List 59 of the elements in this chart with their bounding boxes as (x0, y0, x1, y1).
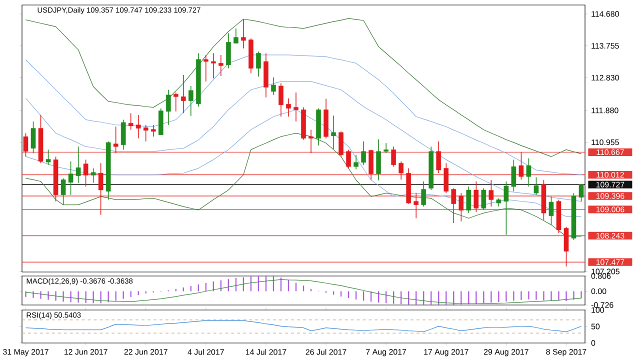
candlestick (354, 154, 358, 170)
candlestick (414, 192, 419, 219)
candlestick (23, 132, 28, 157)
candlestick (173, 92, 178, 112)
candlestick (391, 146, 396, 167)
candlestick (188, 86, 194, 116)
candlestick (398, 161, 404, 180)
candlestick (46, 149, 51, 166)
candlestick (518, 152, 524, 180)
candlestick (504, 180, 509, 236)
candlestick (564, 226, 569, 267)
candlestick (68, 161, 74, 196)
candlestick (451, 188, 456, 224)
candlestick (143, 124, 148, 142)
candlestick (83, 159, 88, 187)
candlestick (204, 54, 208, 82)
candlestick (286, 98, 291, 118)
candlestick (548, 196, 554, 226)
candlestick (376, 138, 381, 181)
candlestick (534, 176, 539, 196)
candlestick (181, 74, 186, 114)
candlestick (166, 89, 171, 126)
candlestick (458, 192, 464, 222)
candlestick (488, 180, 494, 207)
candlestick (436, 141, 442, 174)
candlestick (30, 121, 36, 154)
candlestick (346, 149, 351, 169)
candlestick (90, 168, 96, 184)
candlestick (474, 180, 479, 212)
candlestick (466, 186, 472, 214)
candlestick (218, 54, 224, 76)
candlestick (76, 146, 81, 184)
candlestick (234, 28, 238, 44)
candlestick (444, 162, 449, 194)
candlestick (211, 52, 216, 79)
candlestick (368, 149, 374, 180)
candlestick (361, 141, 366, 166)
candlestick (226, 32, 231, 69)
candlestick (150, 124, 156, 137)
candlestick (278, 82, 284, 118)
candlestick (256, 51, 261, 78)
candlestick (421, 180, 426, 207)
candlestick (578, 184, 584, 202)
candlestick (98, 162, 104, 216)
candlestick (113, 126, 118, 154)
candlestick (128, 112, 134, 130)
candlestick (60, 178, 66, 206)
candlestick (136, 114, 141, 139)
candlestick (120, 119, 126, 150)
candlestick (241, 19, 246, 49)
candlestick (294, 92, 298, 122)
candlestick (271, 76, 276, 96)
candlestick (308, 129, 314, 154)
candlestick (338, 131, 344, 157)
candlestick (511, 159, 516, 192)
candlestick (331, 115, 336, 150)
candlestick (481, 188, 486, 210)
candlestick (526, 158, 532, 187)
candlestick (384, 142, 388, 154)
